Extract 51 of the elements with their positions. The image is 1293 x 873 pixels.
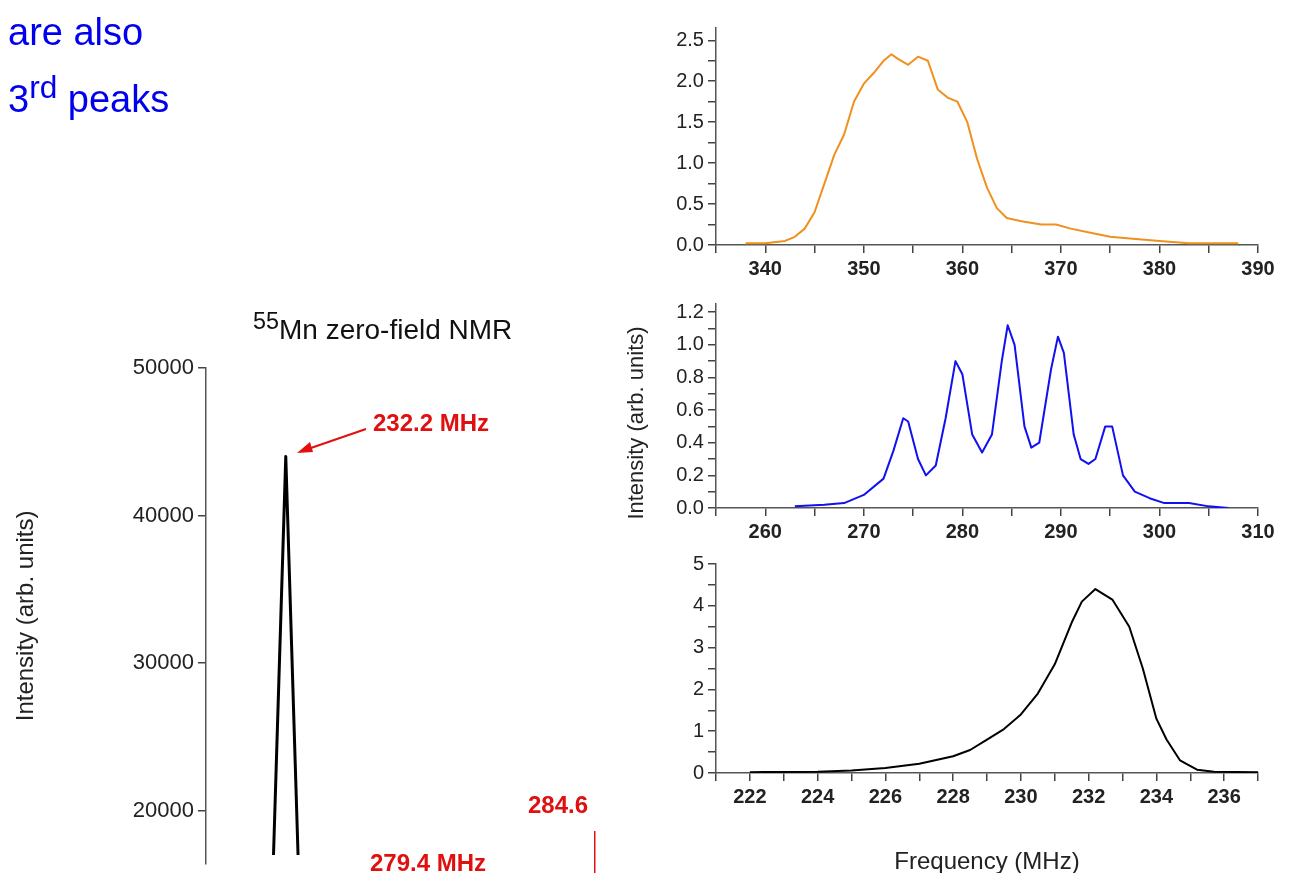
x-tick-label: 340 — [748, 256, 782, 279]
x-tick-label: 310 — [1241, 519, 1275, 542]
y-tick-label: 20000 — [132, 796, 194, 822]
y-tick-label: 3 — [692, 635, 704, 658]
x-tick-label: 222 — [733, 784, 767, 807]
y-tick-label: 1.5 — [676, 109, 704, 132]
y-axis-title: Intensity (arb. units) — [11, 510, 39, 722]
x-tick-label: 290 — [1044, 519, 1078, 542]
y-tick-label: 0.0 — [676, 495, 704, 518]
text: are also — [8, 11, 144, 54]
y-tick-label: 40000 — [132, 501, 194, 527]
y-tick-label: 1.0 — [676, 150, 704, 173]
y-tick-label: 4 — [692, 593, 704, 616]
x-tick-label: 232 — [1071, 784, 1106, 807]
y-tick-label: 2.0 — [676, 68, 704, 91]
y-tick-label: 1.2 — [676, 299, 704, 322]
x-tick-label: 280 — [945, 519, 980, 542]
y-tick-label: 0.5 — [676, 191, 704, 214]
y-tick-label: 2 — [692, 676, 704, 699]
y-tick-label: 30000 — [132, 649, 194, 675]
text: 232.2 MHz — [373, 409, 490, 437]
y-tick-label: 50000 — [132, 354, 194, 380]
y-tick-label: 0.6 — [676, 397, 704, 420]
x-tick-label: 260 — [748, 519, 782, 542]
y-tick-label: 5 — [692, 551, 704, 574]
x-tick-label: 236 — [1207, 784, 1241, 807]
x-tick-label: 390 — [1241, 256, 1275, 279]
x-tick-label: 226 — [868, 784, 903, 807]
y-tick-label: 0.2 — [676, 462, 704, 485]
text: $^{55}$Mn zero-field NMR — [253, 308, 513, 347]
text: 284.6 — [528, 791, 589, 819]
text: 3$^{rd}$ peaks — [8, 69, 170, 121]
x-tick-label: 370 — [1044, 256, 1078, 279]
y-tick-label: 0.8 — [676, 364, 704, 387]
y-axis-title: Intensity (arb. units) — [623, 326, 649, 520]
x-tick-label: 230 — [1004, 784, 1038, 807]
x-tick-label: 380 — [1142, 256, 1177, 279]
y-tick-label: 0.0 — [676, 232, 704, 255]
x-tick-label: 234 — [1139, 784, 1174, 807]
x-tick-label: 300 — [1142, 519, 1177, 542]
y-tick-label: 0.4 — [676, 430, 704, 453]
x-tick-label: 270 — [847, 519, 881, 542]
y-tick-label: 1 — [692, 718, 704, 741]
y-tick-label: 1.0 — [676, 332, 704, 355]
x-tick-label: 224 — [800, 784, 836, 807]
text: 279.4 MHz — [370, 849, 487, 873]
x-tick-label: 360 — [945, 256, 980, 279]
y-tick-label: 0 — [692, 760, 704, 783]
x-tick-label: 228 — [936, 784, 970, 807]
y-tick-label: 2.5 — [676, 27, 704, 50]
x-tick-label: 350 — [847, 256, 881, 279]
